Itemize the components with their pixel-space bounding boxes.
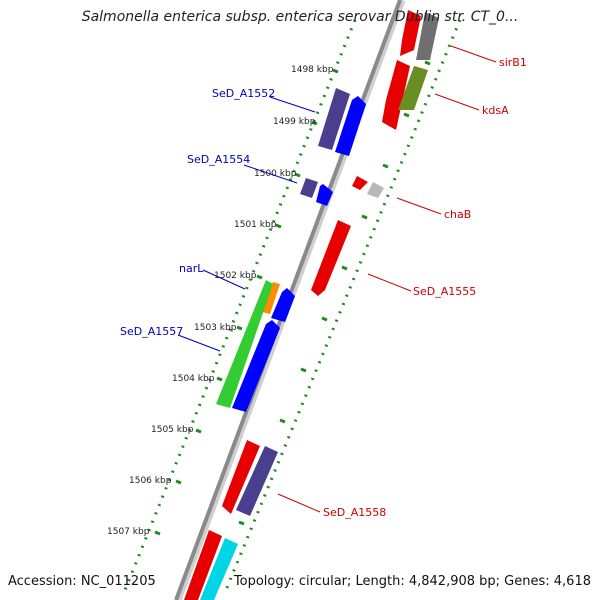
tick-label-1506: 1506 kbp <box>129 476 172 486</box>
tick-mark <box>300 367 307 373</box>
accession-text: Accession: NC_011205 <box>8 574 156 589</box>
tick-mark <box>236 325 243 331</box>
tick-mark <box>321 316 328 322</box>
gene-cyan[interactable] <box>200 538 238 600</box>
tick-label-1502: 1502 kbp <box>214 271 257 281</box>
gene-blue-small[interactable] <box>271 288 295 322</box>
tick-mark <box>216 376 223 382</box>
gene-SeD_A1557[interactable] <box>232 320 280 412</box>
leader-kdsA <box>434 93 480 111</box>
gene-SeD_A1554-purple[interactable] <box>300 178 318 198</box>
kbp-tick-marks <box>154 60 431 536</box>
gene-label-SeD_A1554: SeD_A1554 <box>187 153 250 166</box>
gene-label-kdsA: kdsA <box>482 104 509 117</box>
gene-chaB-gray[interactable] <box>367 182 384 198</box>
gene-label-narL: narL <box>179 262 204 275</box>
leader-SeD_A1558 <box>277 493 321 513</box>
gene-red-bottom[interactable] <box>184 530 222 600</box>
genome-summary-text: Topology: circular; Length: 4,842,908 bp… <box>233 574 591 589</box>
tick-mark <box>256 274 263 280</box>
gene-narL[interactable] <box>262 282 280 314</box>
tick-mark <box>294 172 301 178</box>
leader-chaB <box>396 197 442 215</box>
tick-label-1505: 1505 kbp <box>151 425 194 435</box>
map-title: Salmonella enterica subsp. enterica sero… <box>81 9 519 25</box>
gene-label-sirB1: sirB1 <box>499 56 527 69</box>
tick-mark <box>275 223 282 229</box>
leader-SeD_A1555 <box>367 273 412 292</box>
tick-label-1507: 1507 kbp <box>107 527 150 537</box>
leader-sirB1 <box>450 45 497 63</box>
gene-red-block[interactable] <box>382 60 410 130</box>
tick-mark <box>424 60 431 66</box>
tick-mark <box>154 530 161 536</box>
gene-SeD_A1554-blue[interactable] <box>316 184 333 206</box>
tick-label-1504: 1504 kbp <box>172 374 215 384</box>
tick-label-1501: 1501 kbp <box>234 220 277 230</box>
gene-label-SeD_A1558: SeD_A1558 <box>323 506 386 519</box>
gene-red-lower[interactable] <box>222 440 260 514</box>
tick-mark <box>341 265 348 271</box>
tick-mark <box>361 214 368 220</box>
tick-label-1499: 1499 kbp <box>273 117 316 127</box>
tick-mark <box>175 479 182 485</box>
gene-sirB1-red[interactable] <box>400 10 421 56</box>
gene-SeD_A1552-blue[interactable] <box>335 96 366 156</box>
tick-mark <box>332 68 339 74</box>
tick-label-1503: 1503 kbp <box>194 323 237 333</box>
tick-mark <box>382 163 389 169</box>
tick-mark <box>195 428 202 434</box>
tick-mark <box>279 418 286 424</box>
gene-label-SeD_A1557: SeD_A1557 <box>120 325 183 338</box>
outer-tick-ring <box>224 19 462 591</box>
gene-SeD_A1558[interactable] <box>236 446 278 516</box>
inner-tick-ring <box>123 19 357 591</box>
gene-sirB1-gray[interactable] <box>416 12 439 60</box>
gene-kdsA[interactable] <box>398 66 428 110</box>
gene-label-chaB: chaB <box>444 208 471 221</box>
leader-SeD_A1552 <box>269 96 316 113</box>
tick-mark <box>311 120 318 126</box>
leader-narL <box>202 269 246 290</box>
tick-label-1498: 1498 kbp <box>291 65 334 75</box>
tick-mark <box>238 520 245 526</box>
gene-SeD_A1555[interactable] <box>311 220 351 296</box>
gene-green[interactable] <box>216 280 273 408</box>
gene-SeD_A1552-purple[interactable] <box>318 88 350 150</box>
leader-SeD_A1557 <box>177 334 221 352</box>
tick-label-1500: 1500 kbp <box>254 169 297 179</box>
leader-SeD_A1554 <box>243 164 298 184</box>
gene-chaB-red[interactable] <box>352 176 368 190</box>
gene-label-SeD_A1555: SeD_A1555 <box>413 285 476 298</box>
gene-label-SeD_A1552: SeD_A1552 <box>212 87 275 100</box>
tick-mark <box>403 112 410 118</box>
